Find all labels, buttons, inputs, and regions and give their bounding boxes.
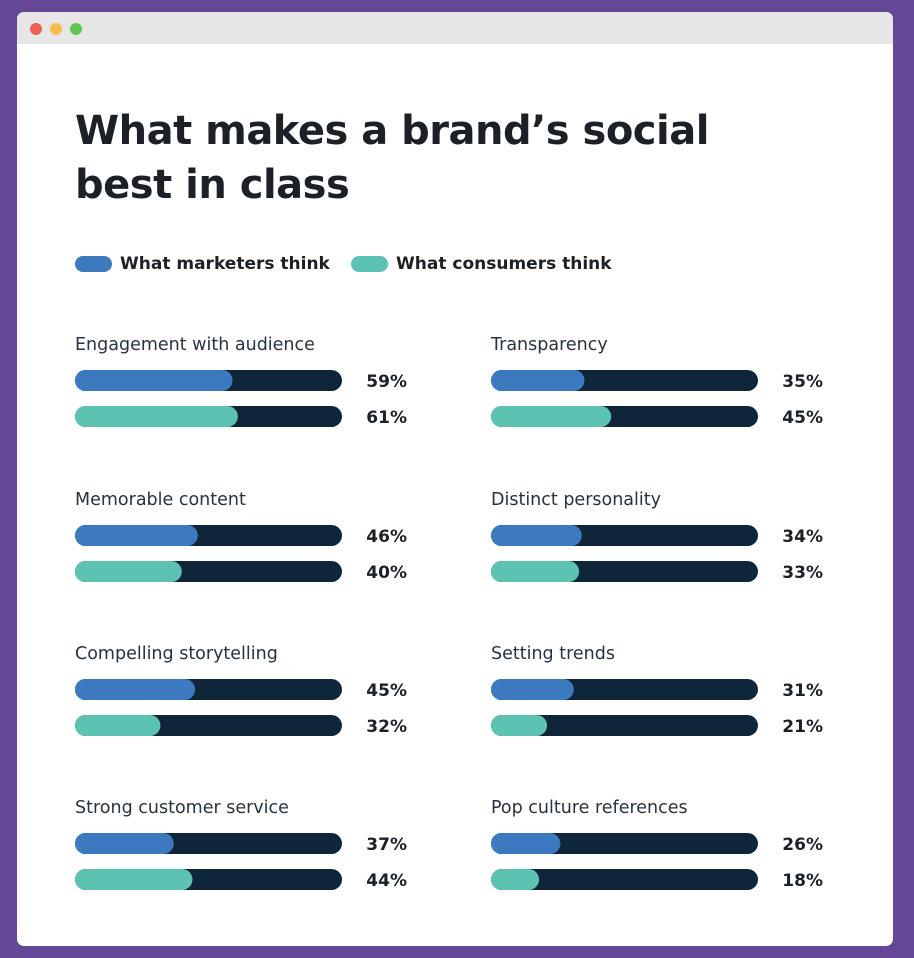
legend-label-consumers: What consumers think <box>396 254 612 274</box>
bar-marketers <box>491 833 561 854</box>
value-label-consumers: 33% <box>782 563 823 583</box>
bar-track <box>491 869 758 890</box>
value-label-consumers: 32% <box>366 717 407 737</box>
legend-label-marketers: What marketers think <box>120 254 330 274</box>
category-label: Pop culture references <box>491 798 688 818</box>
value-label-consumers: 61% <box>366 408 407 428</box>
value-label-marketers: 26% <box>782 835 823 855</box>
maximize-window-icon[interactable] <box>70 23 82 35</box>
category-label: Strong customer service <box>75 798 289 818</box>
browser-window: What makes a brand’s social best in clas… <box>17 12 893 946</box>
category-label: Memorable content <box>75 490 246 510</box>
value-label-consumers: 40% <box>366 563 407 583</box>
value-label-marketers: 45% <box>366 681 407 701</box>
bar-marketers <box>75 679 196 700</box>
value-label-marketers: 35% <box>782 372 823 392</box>
category-label: Compelling storytelling <box>75 644 278 664</box>
chart-title: What makes a brand’s social best in clas… <box>75 104 775 212</box>
category-label: Transparency <box>490 335 608 355</box>
value-label-consumers: 44% <box>366 871 407 891</box>
bar-consumers <box>491 715 548 736</box>
close-window-icon[interactable] <box>30 23 42 35</box>
category-label: Distinct personality <box>491 490 661 510</box>
bar-track <box>491 715 758 736</box>
bar-marketers <box>491 525 582 546</box>
chart-title-line-1: What makes a brand’s social <box>75 108 709 154</box>
category-label: Engagement with audience <box>75 335 315 355</box>
bar-consumers <box>491 869 540 890</box>
legend-swatch-consumers <box>351 256 388 272</box>
bar-consumers <box>491 561 580 582</box>
category-label: Setting trends <box>491 644 615 664</box>
value-label-consumers: 45% <box>782 408 823 428</box>
bar-marketers <box>75 833 174 854</box>
bar-marketers <box>491 370 585 391</box>
window-titlebar <box>17 12 893 44</box>
bar-consumers <box>75 406 238 427</box>
value-label-consumers: 21% <box>782 717 823 737</box>
value-label-marketers: 34% <box>782 527 823 547</box>
bar-marketers <box>75 525 198 546</box>
bar-marketers <box>75 370 233 391</box>
legend-swatch-marketers <box>75 256 112 272</box>
bar-consumers <box>75 869 193 890</box>
value-label-marketers: 59% <box>366 372 407 392</box>
bar-chart: Engagement with audience 59% 61% Memorable … <box>75 335 823 891</box>
chart-title-line-2: best in class <box>75 162 350 208</box>
value-label-consumers: 18% <box>782 871 823 891</box>
bar-marketers <box>491 679 574 700</box>
value-label-marketers: 46% <box>366 527 407 547</box>
bar-consumers <box>491 406 612 427</box>
bar-consumers <box>75 561 182 582</box>
value-label-marketers: 31% <box>782 681 823 701</box>
bar-consumers <box>75 715 161 736</box>
minimize-window-icon[interactable] <box>50 23 62 35</box>
value-label-marketers: 37% <box>366 835 407 855</box>
